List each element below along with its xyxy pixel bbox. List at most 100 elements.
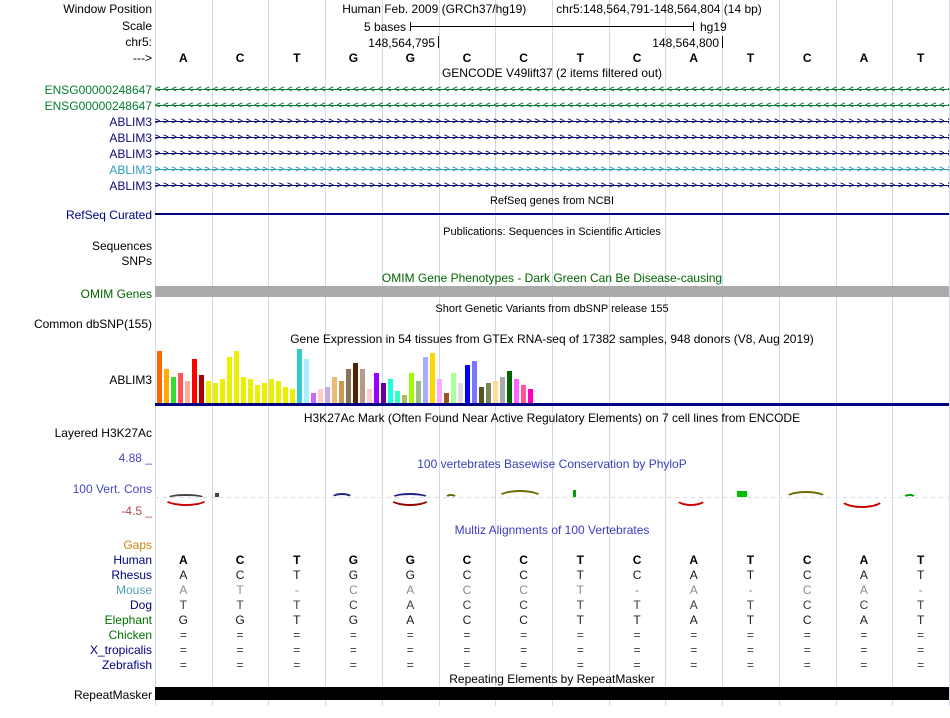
gene-row[interactable]: ENSG00000248647 <<<<<<<<<<<<<<<<<<<<<<<<<… xyxy=(0,82,950,98)
gtex-tissue-bar[interactable] xyxy=(248,379,253,403)
dbsnp-label[interactable]: Common dbSNP(155) xyxy=(33,317,152,331)
gtex-tissue-bar[interactable] xyxy=(220,379,225,403)
gtex-tissue-bar[interactable] xyxy=(409,373,414,403)
multiz-species-label[interactable]: Elephant xyxy=(104,613,152,627)
gene-row-arrows[interactable]: >>>>>>>>>>>>>>>>>>>>>>>>>>>>>>>>>>>>>>>>… xyxy=(155,114,949,130)
multiz-row-gaps[interactable]: Gaps xyxy=(0,538,950,553)
multiz-row-dog[interactable]: Dog T T T C A C C T T A T C C T xyxy=(0,598,950,613)
gtex-tissue-bar[interactable] xyxy=(185,381,190,403)
gene-row-label[interactable]: ENSG00000248647 xyxy=(44,99,152,113)
gene-row[interactable]: ABLIM3 >>>>>>>>>>>>>>>>>>>>>>>>>>>>>>>>>>… xyxy=(0,178,950,194)
gene-row-label[interactable]: ENSG00000248647 xyxy=(44,83,152,97)
gtex-tissue-bar[interactable] xyxy=(381,383,386,403)
gtex-tissue-bar[interactable] xyxy=(297,349,302,403)
gtex-tissue-bar[interactable] xyxy=(388,379,393,403)
gene-row[interactable]: ABLIM3 >>>>>>>>>>>>>>>>>>>>>>>>>>>>>>>>>>… xyxy=(0,146,950,162)
gene-row-label[interactable]: ABLIM3 xyxy=(109,147,152,161)
gtex-tissue-bar[interactable] xyxy=(528,389,533,403)
gene-row[interactable]: ENSG00000248647 <<<<<<<<<<<<<<<<<<<<<<<<<… xyxy=(0,98,950,114)
gtex-tissue-bar[interactable] xyxy=(276,381,281,403)
multiz-row-rhesus[interactable]: Rhesus A C T G G C C T C A T C A T xyxy=(0,568,950,583)
multiz-species-label[interactable]: Zebrafish xyxy=(101,658,152,672)
multiz-row-zebrafish[interactable]: Zebrafish = = = = = = = = = = = = = = xyxy=(0,658,950,673)
h3k27ac-label[interactable]: Layered H3K27Ac xyxy=(54,426,152,440)
gtex-tissue-bar[interactable] xyxy=(318,389,323,403)
gtex-tissue-bar[interactable] xyxy=(192,359,197,403)
gtex-tissue-bar[interactable] xyxy=(486,383,491,403)
gtex-tissue-bar[interactable] xyxy=(346,369,351,403)
gtex-tissue-bar[interactable] xyxy=(444,393,449,403)
gene-row-arrows[interactable]: >>>>>>>>>>>>>>>>>>>>>>>>>>>>>>>>>>>>>>>>… xyxy=(155,178,949,194)
gtex-tissue-bar[interactable] xyxy=(395,391,400,403)
gtex-tissue-bar[interactable] xyxy=(493,381,498,403)
gtex-tissue-bar[interactable] xyxy=(402,395,407,403)
refseq-curated-label[interactable]: RefSeq Curated xyxy=(65,208,152,222)
gtex-tissue-bar[interactable] xyxy=(171,377,176,403)
gtex-tissue-bar[interactable] xyxy=(479,387,484,403)
gene-row-arrows[interactable]: >>>>>>>>>>>>>>>>>>>>>>>>>>>>>>>>>>>>>>>>… xyxy=(155,130,949,146)
gtex-tissue-bar[interactable] xyxy=(423,357,428,403)
multiz-species-label[interactable]: Rhesus xyxy=(111,568,152,582)
gene-row-label[interactable]: ABLIM3 xyxy=(109,115,152,129)
gtex-tissue-bar[interactable] xyxy=(290,389,295,403)
gene-row[interactable]: ABLIM3 >>>>>>>>>>>>>>>>>>>>>>>>>>>>>>>>>>… xyxy=(0,130,950,146)
gene-row-label[interactable]: ABLIM3 xyxy=(109,131,152,145)
gtex-tissue-bar[interactable] xyxy=(206,381,211,403)
phylop-track[interactable] xyxy=(155,470,949,516)
gtex-tissue-bar[interactable] xyxy=(521,385,526,403)
gtex-tissue-bar[interactable] xyxy=(374,373,379,403)
gene-row-label[interactable]: ABLIM3 xyxy=(109,179,152,193)
refseq-curated-line[interactable] xyxy=(155,213,949,215)
gtex-tissue-bar[interactable] xyxy=(507,371,512,403)
gtex-tissue-bar[interactable] xyxy=(304,359,309,403)
gtex-tissue-bar[interactable] xyxy=(157,351,162,403)
gtex-tissue-bar[interactable] xyxy=(269,379,274,403)
gene-row[interactable]: ABLIM3 >>>>>>>>>>>>>>>>>>>>>>>>>>>>>>>>>>… xyxy=(0,114,950,130)
omim-genes-bar[interactable] xyxy=(155,286,949,297)
gtex-tissue-bar[interactable] xyxy=(500,377,505,403)
multiz-row-mouse[interactable]: Mouse A T - C A C C T - A - C A - xyxy=(0,583,950,598)
gtex-tissue-bar[interactable] xyxy=(213,383,218,403)
gtex-tissue-bar[interactable] xyxy=(514,379,519,403)
snps-label[interactable]: SNPs xyxy=(121,254,152,268)
omim-genes-label[interactable]: OMIM Genes xyxy=(80,287,152,301)
gtex-tissue-bar[interactable] xyxy=(283,387,288,403)
gtex-tissue-bar[interactable] xyxy=(241,377,246,403)
multiz-row-chicken[interactable]: Chicken = = = = = = = = = = = = = = xyxy=(0,628,950,643)
gtex-tissue-bar[interactable] xyxy=(199,375,204,403)
multiz-row-x_tropicalis[interactable]: X_tropicalis = = = = = = = = = = = = = = xyxy=(0,643,950,658)
gtex-tissue-bar[interactable] xyxy=(416,381,421,403)
gtex-gene-label[interactable]: ABLIM3 xyxy=(109,373,152,387)
gene-row-arrows[interactable]: <<<<<<<<<<<<<<<<<<<<<<<<<<<<<<<<<<<<<<<<… xyxy=(155,98,949,114)
gene-row-arrows[interactable]: <<<<<<<<<<<<<<<<<<<<<<<<<<<<<<<<<<<<<<<<… xyxy=(155,82,949,98)
multiz-species-label[interactable]: Human xyxy=(113,553,152,567)
multiz-row-human[interactable]: Human A C T G G C C T C A T C A T xyxy=(0,553,950,568)
gtex-tissue-bar[interactable] xyxy=(353,363,358,403)
gene-row-label[interactable]: ABLIM3 xyxy=(109,163,152,177)
multiz-species-label[interactable]: X_tropicalis xyxy=(89,643,152,657)
gtex-tissue-bar[interactable] xyxy=(451,373,456,403)
gtex-tissue-bar[interactable] xyxy=(255,385,260,403)
sequences-label[interactable]: Sequences xyxy=(91,239,152,253)
gtex-tissue-bar[interactable] xyxy=(458,383,463,403)
multiz-row-elephant[interactable]: Elephant G G T G A C C T T A T C A T xyxy=(0,613,950,628)
gtex-tissue-bar[interactable] xyxy=(325,387,330,403)
gtex-tissue-bar[interactable] xyxy=(227,357,232,403)
repeatmasker-label[interactable]: RepeatMasker xyxy=(73,688,152,702)
gtex-tissue-bar[interactable] xyxy=(262,383,267,403)
gtex-tissue-bar[interactable] xyxy=(164,369,169,403)
gene-row-arrows[interactable]: >>>>>>>>>>>>>>>>>>>>>>>>>>>>>>>>>>>>>>>>… xyxy=(155,146,949,162)
multiz-species-label[interactable]: Gaps xyxy=(123,538,152,552)
gtex-tissue-bar[interactable] xyxy=(311,393,316,403)
gtex-tissue-bar[interactable] xyxy=(339,381,344,403)
gtex-tissue-bar[interactable] xyxy=(437,379,442,403)
gene-row-arrows[interactable]: >>>>>>>>>>>>>>>>>>>>>>>>>>>>>>>>>>>>>>>>… xyxy=(155,162,949,178)
phylop-track-label[interactable]: 100 Vert. Cons xyxy=(72,482,152,496)
gtex-tissue-bar[interactable] xyxy=(430,353,435,403)
gtex-tissue-bar[interactable] xyxy=(360,369,365,403)
gtex-tissue-bar[interactable] xyxy=(178,373,183,403)
gtex-tissue-bar[interactable] xyxy=(234,351,239,403)
multiz-species-label[interactable]: Dog xyxy=(129,598,152,612)
gene-row[interactable]: ABLIM3 >>>>>>>>>>>>>>>>>>>>>>>>>>>>>>>>>>… xyxy=(0,162,950,178)
gtex-tissue-bar[interactable] xyxy=(367,389,372,403)
